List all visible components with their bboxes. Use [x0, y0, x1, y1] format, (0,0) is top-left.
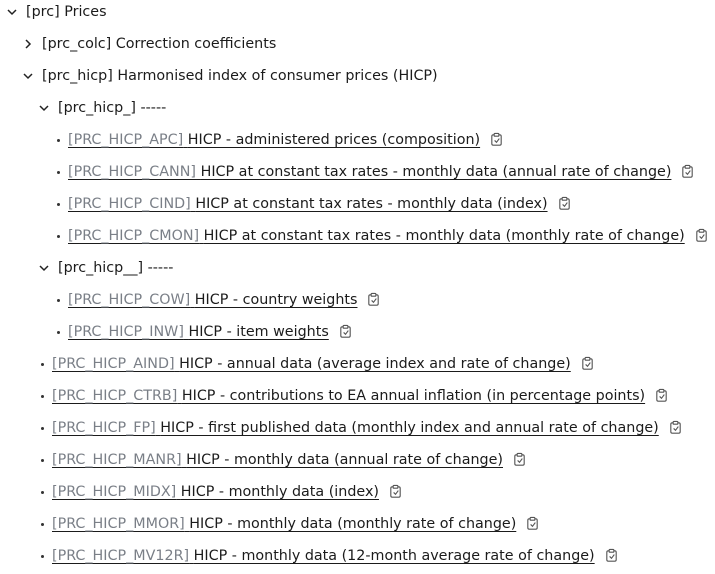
dataset-link[interactable]: [PRC_HICP_APC] HICP - administered price… — [68, 132, 480, 148]
tree-dataset-row: [PRC_HICP_MIDX] HICP - monthly data (ind… — [36, 476, 404, 508]
dataset-code: [PRC_HICP_MV12R] — [52, 548, 190, 564]
dataset-title: HICP - monthly data (index) — [180, 484, 379, 500]
folder-label[interactable]: [prc_hicp] Harmonised index of consumer … — [42, 68, 438, 84]
dataset-code: [PRC_HICP_COW] — [68, 292, 191, 308]
tree-dataset-row: [PRC_HICP_AIND] HICP - annual data (aver… — [36, 348, 596, 380]
tree-dataset-row: [PRC_HICP_MANR] HICP - monthly data (ann… — [36, 444, 528, 476]
dataset-title: HICP - first published data (monthly ind… — [160, 420, 659, 436]
tree-dataset-row: [PRC_HICP_INW] HICP - item weights — [52, 316, 354, 348]
dataset-link[interactable]: [PRC_HICP_FP] HICP - first published dat… — [52, 420, 659, 436]
copy-clipboard-icon[interactable] — [580, 356, 596, 372]
dataset-title: HICP - monthly data (12-month average ra… — [193, 548, 595, 564]
dataset-title: HICP - item weights — [188, 324, 329, 340]
folder-label[interactable]: [prc_hicp_] ----- — [58, 100, 167, 116]
bullet-icon — [52, 298, 64, 302]
dataset-title: HICP at constant tax rates - monthly dat… — [195, 196, 548, 212]
dataset-title: HICP - contributions to EA annual inflat… — [181, 388, 646, 404]
tree-dataset-row: [PRC_HICP_MMOR] HICP - monthly data (mon… — [36, 508, 541, 540]
tree-folder-row: [prc] Prices — [4, 0, 107, 28]
copy-clipboard-icon[interactable] — [525, 516, 541, 532]
bullet-icon — [52, 330, 64, 334]
dataset-code: [PRC_HICP_CANN] — [68, 164, 197, 180]
copy-clipboard-icon[interactable] — [366, 292, 382, 308]
bullet-icon — [36, 522, 48, 526]
dataset-link[interactable]: [PRC_HICP_CMON] HICP at constant tax rat… — [68, 228, 685, 244]
copy-clipboard-icon[interactable] — [680, 164, 696, 180]
chevron-down-icon[interactable] — [36, 260, 52, 276]
dataset-title: HICP - country weights — [194, 292, 358, 308]
copy-clipboard-icon[interactable] — [489, 132, 505, 148]
dataset-link[interactable]: [PRC_HICP_CANN] HICP at constant tax rat… — [68, 164, 671, 180]
bullet-icon — [36, 426, 48, 430]
copy-clipboard-icon[interactable] — [338, 324, 354, 340]
dataset-code: [PRC_HICP_INW] — [68, 324, 184, 340]
tree-dataset-row: [PRC_HICP_MV12R] HICP - monthly data (12… — [36, 540, 620, 572]
dataset-title: HICP - monthly data (annual rate of chan… — [186, 452, 503, 468]
chevron-down-icon[interactable] — [4, 4, 20, 20]
copy-clipboard-icon[interactable] — [694, 228, 710, 244]
tree-dataset-row: [PRC_HICP_CTRB] HICP - contributions to … — [36, 380, 670, 412]
tree-folder-row: [prc_hicp_] ----- — [36, 92, 166, 124]
dataset-title: HICP at constant tax rates - monthly dat… — [203, 228, 685, 244]
folder-label[interactable]: [prc_hicp__] ----- — [58, 260, 174, 276]
dataset-title: HICP - monthly data (monthly rate of cha… — [189, 516, 517, 532]
dataset-link[interactable]: [PRC_HICP_COW] HICP - country weights — [68, 292, 357, 308]
dataset-code: [PRC_HICP_MMOR] — [52, 516, 185, 532]
tree-dataset-row: [PRC_HICP_COW] HICP - country weights — [52, 284, 382, 316]
bullet-icon — [52, 202, 64, 206]
tree-dataset-row: [PRC_HICP_APC] HICP - administered price… — [52, 124, 505, 156]
copy-clipboard-icon[interactable] — [668, 420, 684, 436]
folder-label[interactable]: [prc] Prices — [26, 4, 107, 20]
dataset-title: HICP at constant tax rates - monthly dat… — [200, 164, 672, 180]
bullet-icon — [52, 138, 64, 142]
dataset-link[interactable]: [PRC_HICP_CTRB] HICP - contributions to … — [52, 388, 645, 404]
dataset-code: [PRC_HICP_CMON] — [68, 228, 200, 244]
tree-folder-row: [prc_hicp__] ----- — [36, 252, 173, 284]
tree-folder-row: [prc_hicp] Harmonised index of consumer … — [20, 60, 438, 92]
dataset-code: [PRC_HICP_FP] — [52, 420, 156, 436]
dataset-code: [PRC_HICP_CIND] — [68, 196, 191, 212]
dataset-code: [PRC_HICP_CTRB] — [52, 388, 178, 404]
copy-clipboard-icon[interactable] — [512, 452, 528, 468]
tree-dataset-row: [PRC_HICP_CANN] HICP at constant tax rat… — [52, 156, 696, 188]
dataset-link[interactable]: [PRC_HICP_INW] HICP - item weights — [68, 324, 329, 340]
dataset-code: [PRC_HICP_AIND] — [52, 356, 175, 372]
tree-dataset-row: [PRC_HICP_CMON] HICP at constant tax rat… — [52, 220, 710, 252]
chevron-down-icon[interactable] — [36, 100, 52, 116]
dataset-code: [PRC_HICP_MANR] — [52, 452, 182, 468]
bullet-icon — [52, 170, 64, 174]
dataset-title: HICP - annual data (average index and ra… — [179, 356, 571, 372]
bullet-icon — [36, 458, 48, 462]
bullet-icon — [36, 362, 48, 366]
tree-folder-row: [prc_colc] Correction coefficients — [20, 28, 276, 60]
dataset-title: HICP - administered prices (composition) — [187, 132, 481, 148]
chevron-down-icon[interactable] — [20, 68, 36, 84]
bullet-icon — [52, 234, 64, 238]
dataset-link[interactable]: [PRC_HICP_MIDX] HICP - monthly data (ind… — [52, 484, 379, 500]
copy-clipboard-icon[interactable] — [557, 196, 573, 212]
bullet-icon — [36, 554, 48, 558]
dataset-link[interactable]: [PRC_HICP_AIND] HICP - annual data (aver… — [52, 356, 571, 372]
copy-clipboard-icon[interactable] — [604, 548, 620, 564]
bullet-icon — [36, 490, 48, 494]
copy-clipboard-icon[interactable] — [388, 484, 404, 500]
chevron-right-icon[interactable] — [20, 36, 36, 52]
bullet-icon — [36, 394, 48, 398]
dataset-code: [PRC_HICP_APC] — [68, 132, 184, 148]
folder-label[interactable]: [prc_colc] Correction coefficients — [42, 36, 277, 52]
tree-dataset-row: [PRC_HICP_FP] HICP - first published dat… — [36, 412, 684, 444]
tree-dataset-row: [PRC_HICP_CIND] HICP at constant tax rat… — [52, 188, 573, 220]
dataset-link[interactable]: [PRC_HICP_MANR] HICP - monthly data (ann… — [52, 452, 503, 468]
dataset-link[interactable]: [PRC_HICP_CIND] HICP at constant tax rat… — [68, 196, 548, 212]
dataset-code: [PRC_HICP_MIDX] — [52, 484, 177, 500]
copy-clipboard-icon[interactable] — [654, 388, 670, 404]
dataset-link[interactable]: [PRC_HICP_MMOR] HICP - monthly data (mon… — [52, 516, 516, 532]
dataset-link[interactable]: [PRC_HICP_MV12R] HICP - monthly data (12… — [52, 548, 595, 564]
